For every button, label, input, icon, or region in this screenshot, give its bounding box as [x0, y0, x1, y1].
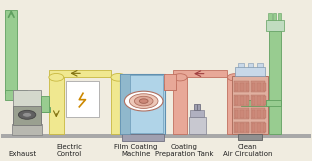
Bar [122, 134, 164, 141]
Bar [248, 63, 253, 67]
Bar [120, 74, 129, 134]
Bar [266, 20, 284, 31]
Bar [111, 77, 126, 134]
Bar [66, 80, 99, 117]
Bar [12, 124, 42, 135]
Bar [49, 77, 64, 134]
Bar [257, 83, 261, 91]
Bar [246, 123, 250, 132]
Circle shape [124, 91, 163, 111]
Circle shape [49, 73, 64, 81]
Bar [278, 14, 281, 20]
Bar [234, 81, 249, 92]
Bar [251, 95, 265, 106]
Bar [268, 14, 271, 20]
Bar [164, 84, 176, 90]
Text: Electric
Control: Electric Control [56, 144, 82, 157]
Bar [263, 123, 266, 132]
Bar [49, 70, 111, 77]
Bar [123, 75, 163, 133]
Bar [173, 77, 187, 134]
Bar [257, 123, 261, 132]
Bar [251, 110, 255, 118]
Bar [189, 117, 206, 134]
Circle shape [22, 112, 32, 117]
Bar [234, 122, 249, 133]
Bar [164, 74, 176, 90]
Bar [41, 96, 49, 112]
Bar [235, 110, 238, 118]
Bar [235, 123, 238, 132]
Circle shape [173, 74, 187, 81]
Text: Coating
Preparation Tank: Coating Preparation Tank [155, 144, 213, 157]
Bar [232, 76, 268, 134]
Bar [234, 95, 249, 106]
Circle shape [18, 110, 36, 119]
Bar [246, 96, 250, 105]
Bar [240, 83, 244, 91]
Bar [251, 108, 265, 119]
Bar [190, 110, 204, 117]
Circle shape [111, 73, 126, 81]
Bar [5, 90, 27, 100]
Bar [240, 123, 244, 132]
Bar [194, 104, 197, 110]
Bar [235, 67, 265, 76]
Bar [234, 108, 249, 119]
Bar [41, 107, 51, 112]
Bar [269, 31, 281, 134]
Bar [235, 83, 238, 91]
Bar [240, 96, 244, 105]
Bar [263, 83, 266, 91]
Bar [257, 110, 261, 118]
Circle shape [134, 96, 153, 106]
Bar [257, 63, 262, 67]
Bar [266, 100, 281, 106]
Bar [120, 74, 165, 134]
Text: Exhaust: Exhaust [8, 151, 37, 157]
Bar [263, 96, 266, 105]
Bar [251, 123, 255, 132]
Bar [238, 63, 244, 67]
Circle shape [139, 99, 148, 103]
Text: Film Coating
Machine: Film Coating Machine [114, 144, 158, 157]
Circle shape [227, 74, 241, 81]
Bar [251, 122, 265, 133]
Bar [240, 110, 244, 118]
Bar [5, 10, 17, 93]
Bar [13, 90, 41, 125]
Bar [241, 100, 269, 106]
Bar [13, 106, 41, 125]
Bar [273, 14, 276, 20]
Bar [1, 134, 311, 138]
Bar [251, 96, 255, 105]
Bar [173, 70, 227, 77]
Bar [251, 81, 265, 92]
Bar [197, 104, 200, 110]
Bar [251, 83, 255, 91]
Bar [227, 77, 241, 134]
Bar [263, 110, 266, 118]
Bar [246, 83, 250, 91]
Bar [238, 134, 261, 140]
Bar [235, 96, 238, 105]
Bar [246, 110, 250, 118]
Text: Clean
Air Circulation: Clean Air Circulation [223, 144, 272, 157]
Bar [257, 96, 261, 105]
Circle shape [129, 94, 158, 108]
